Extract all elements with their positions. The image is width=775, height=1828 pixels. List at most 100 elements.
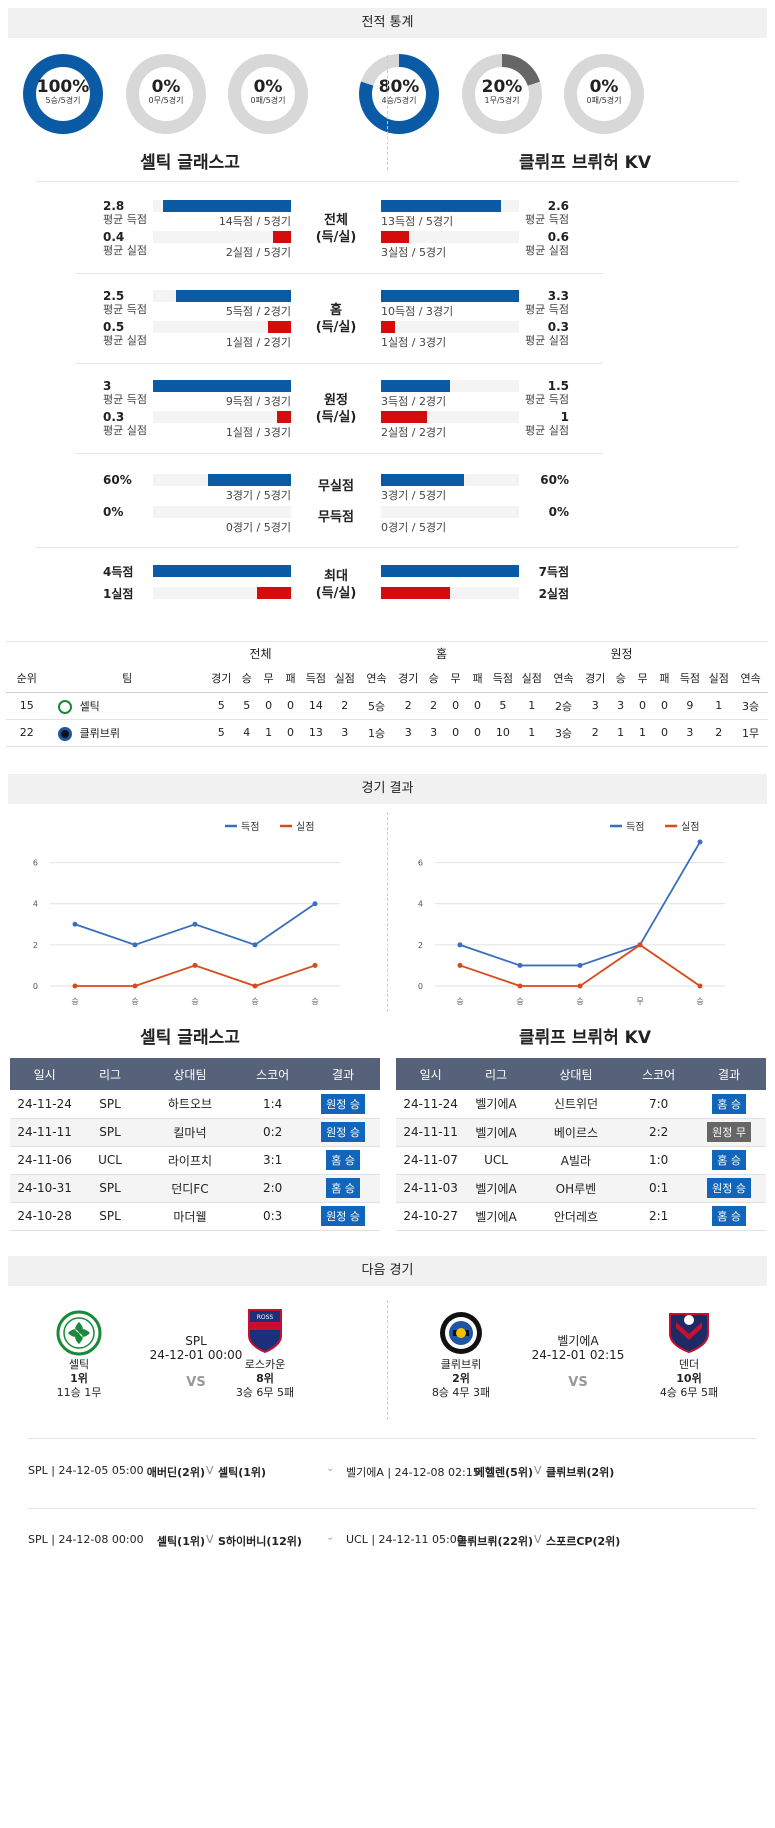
left-stat-label: 평균 실점	[103, 244, 147, 257]
results-header-row: 일시 리그 상대팀 스코어 결과	[10, 1058, 380, 1090]
left-max-value: 1실점	[103, 587, 134, 601]
data-point	[697, 839, 703, 845]
left-pct-track	[153, 474, 291, 486]
clean-sheet-label: 무실점	[318, 479, 354, 494]
results-header-cell: 일시	[10, 1058, 80, 1090]
right-stat-label: 평균 득점	[525, 303, 569, 316]
data-point	[577, 962, 583, 968]
results-row: 24-11-11 벨기에A 베이르스 2:2 원정 무	[396, 1118, 766, 1147]
team-name: 클뤼브뤼	[79, 726, 121, 740]
results-cell: 2:1	[625, 1202, 693, 1231]
left-stat-label: 평균 득점	[103, 393, 147, 406]
standings-cell: 1	[609, 719, 632, 747]
x-tick-label: 승	[516, 997, 523, 1006]
schedule-away: 클뤼브뤼(2위)	[546, 1466, 615, 1479]
results-cell: 벨기에A	[465, 1202, 527, 1231]
left-stat-value: 2.5	[103, 289, 125, 303]
next-right-away: 덴더 10위 4승 6무 5패	[629, 1358, 749, 1400]
result-badge: 원정 승	[321, 1093, 366, 1114]
right-stat-bar	[381, 290, 519, 302]
divider	[75, 273, 603, 274]
donut-subtext: 5승/5경기	[45, 96, 81, 105]
donut-subtext: 4승/5경기	[381, 96, 417, 105]
standings-cell: 1승	[359, 719, 394, 747]
standings-cell: 5승	[359, 692, 394, 720]
right-stat-track	[381, 290, 519, 302]
standings-cell: 0	[653, 719, 676, 747]
standings-cell: 0	[279, 692, 302, 720]
standings-cell: 2	[330, 692, 360, 720]
results-cell: 0:2	[239, 1118, 307, 1147]
win-rate-donut: 0% 0패/5경기	[564, 54, 644, 134]
right-stat-value: 1.5	[547, 379, 569, 393]
donut-percent: 0%	[253, 77, 283, 97]
results-cell: 24-11-24	[396, 1090, 466, 1119]
win-rate-donut: 20% 1무/5경기	[462, 54, 542, 134]
right-stat-track	[381, 200, 519, 212]
left-stat-bar	[273, 231, 291, 243]
team-rank: 1위	[70, 1372, 88, 1385]
schedule-v: V	[206, 1533, 214, 1546]
data-point	[457, 942, 463, 948]
left-stat-label: 평균 득점	[103, 213, 147, 226]
next-right-home: 클뤼브뤼 2위 8승 4무 3패	[401, 1358, 521, 1400]
result-badge: 원정 승	[321, 1122, 366, 1142]
left-stat-track	[153, 321, 291, 333]
y-tick-label: 6	[33, 859, 38, 868]
stat-group-label: 홈 (득/실)	[291, 302, 381, 336]
celtic-logo-icon	[56, 1310, 102, 1359]
right-stat-caption: 10득점 / 3경기	[381, 305, 454, 318]
left-stat-value: 3	[103, 379, 112, 393]
right-stat-track	[381, 321, 519, 333]
results-cell: UCL	[79, 1146, 141, 1175]
right-stat-bar	[381, 411, 427, 423]
left-stat-track	[153, 411, 291, 423]
schedule-info: SPL | 24-12-05 05:00	[28, 1464, 144, 1477]
results-cell: 1:4	[239, 1090, 307, 1119]
standings-cell: 3	[330, 719, 360, 747]
right-stat-bar	[381, 321, 395, 333]
results-cell: A빌라	[526, 1146, 626, 1175]
results-cell: 원정 승	[306, 1202, 380, 1231]
results-row: 24-11-07 UCL A빌라 1:0 홈 승	[396, 1146, 766, 1175]
right-stat-value: 1	[560, 410, 569, 424]
left-stat-caption: 2실점 / 5경기	[225, 246, 291, 259]
standings-cell: 1무	[733, 719, 768, 747]
standings-cell: 2	[393, 692, 423, 720]
standings-group-label: 전체	[249, 647, 272, 661]
y-tick-label: 6	[418, 859, 423, 868]
left-stat-track	[153, 290, 291, 302]
results-cell: 24-11-24	[10, 1090, 80, 1119]
data-point	[312, 962, 318, 968]
x-tick-label: 승	[131, 997, 138, 1006]
standings-cell: 5	[488, 692, 518, 720]
standings-cell: 1	[517, 719, 547, 747]
results-cell: 2:0	[239, 1174, 307, 1203]
results-cell: SPL	[79, 1202, 141, 1231]
results-cell: 하트오브	[140, 1090, 240, 1119]
results-cell: 3:1	[239, 1146, 307, 1175]
right-stat-value: 3.3	[547, 289, 569, 303]
left-stat-bar	[176, 290, 291, 302]
team-rank: 10위	[676, 1372, 702, 1385]
win-rate-donut: 0% 0패/5경기	[228, 54, 308, 134]
standings-header-cell: 순위	[6, 665, 48, 693]
right-stat-label: 평균 실점	[525, 424, 569, 437]
standings-cell: 14	[301, 692, 331, 720]
next-divider	[387, 1300, 388, 1420]
right-stat-label: 평균 실점	[525, 334, 569, 347]
results-cell: 킬마넉	[140, 1118, 240, 1147]
donut-percent: 80%	[378, 77, 420, 97]
standings-header-cell: 연속	[359, 665, 394, 693]
team-rank: 8위	[256, 1372, 274, 1385]
right-stat-bar	[381, 231, 409, 243]
win-rate-donut: 0% 0무/5경기	[126, 54, 206, 134]
results-cell: 홈 승	[692, 1146, 766, 1175]
league: SPL	[185, 1334, 207, 1348]
team-record: 3승 6무 5패	[235, 1386, 295, 1399]
standings-header-cell: 연속	[733, 665, 768, 693]
schedule-away: 셀틱(1위)	[218, 1466, 267, 1479]
results-section-header: 경기 결과	[8, 774, 767, 804]
right-pct-track	[381, 474, 519, 486]
right-stat-label: 평균 득점	[525, 393, 569, 406]
